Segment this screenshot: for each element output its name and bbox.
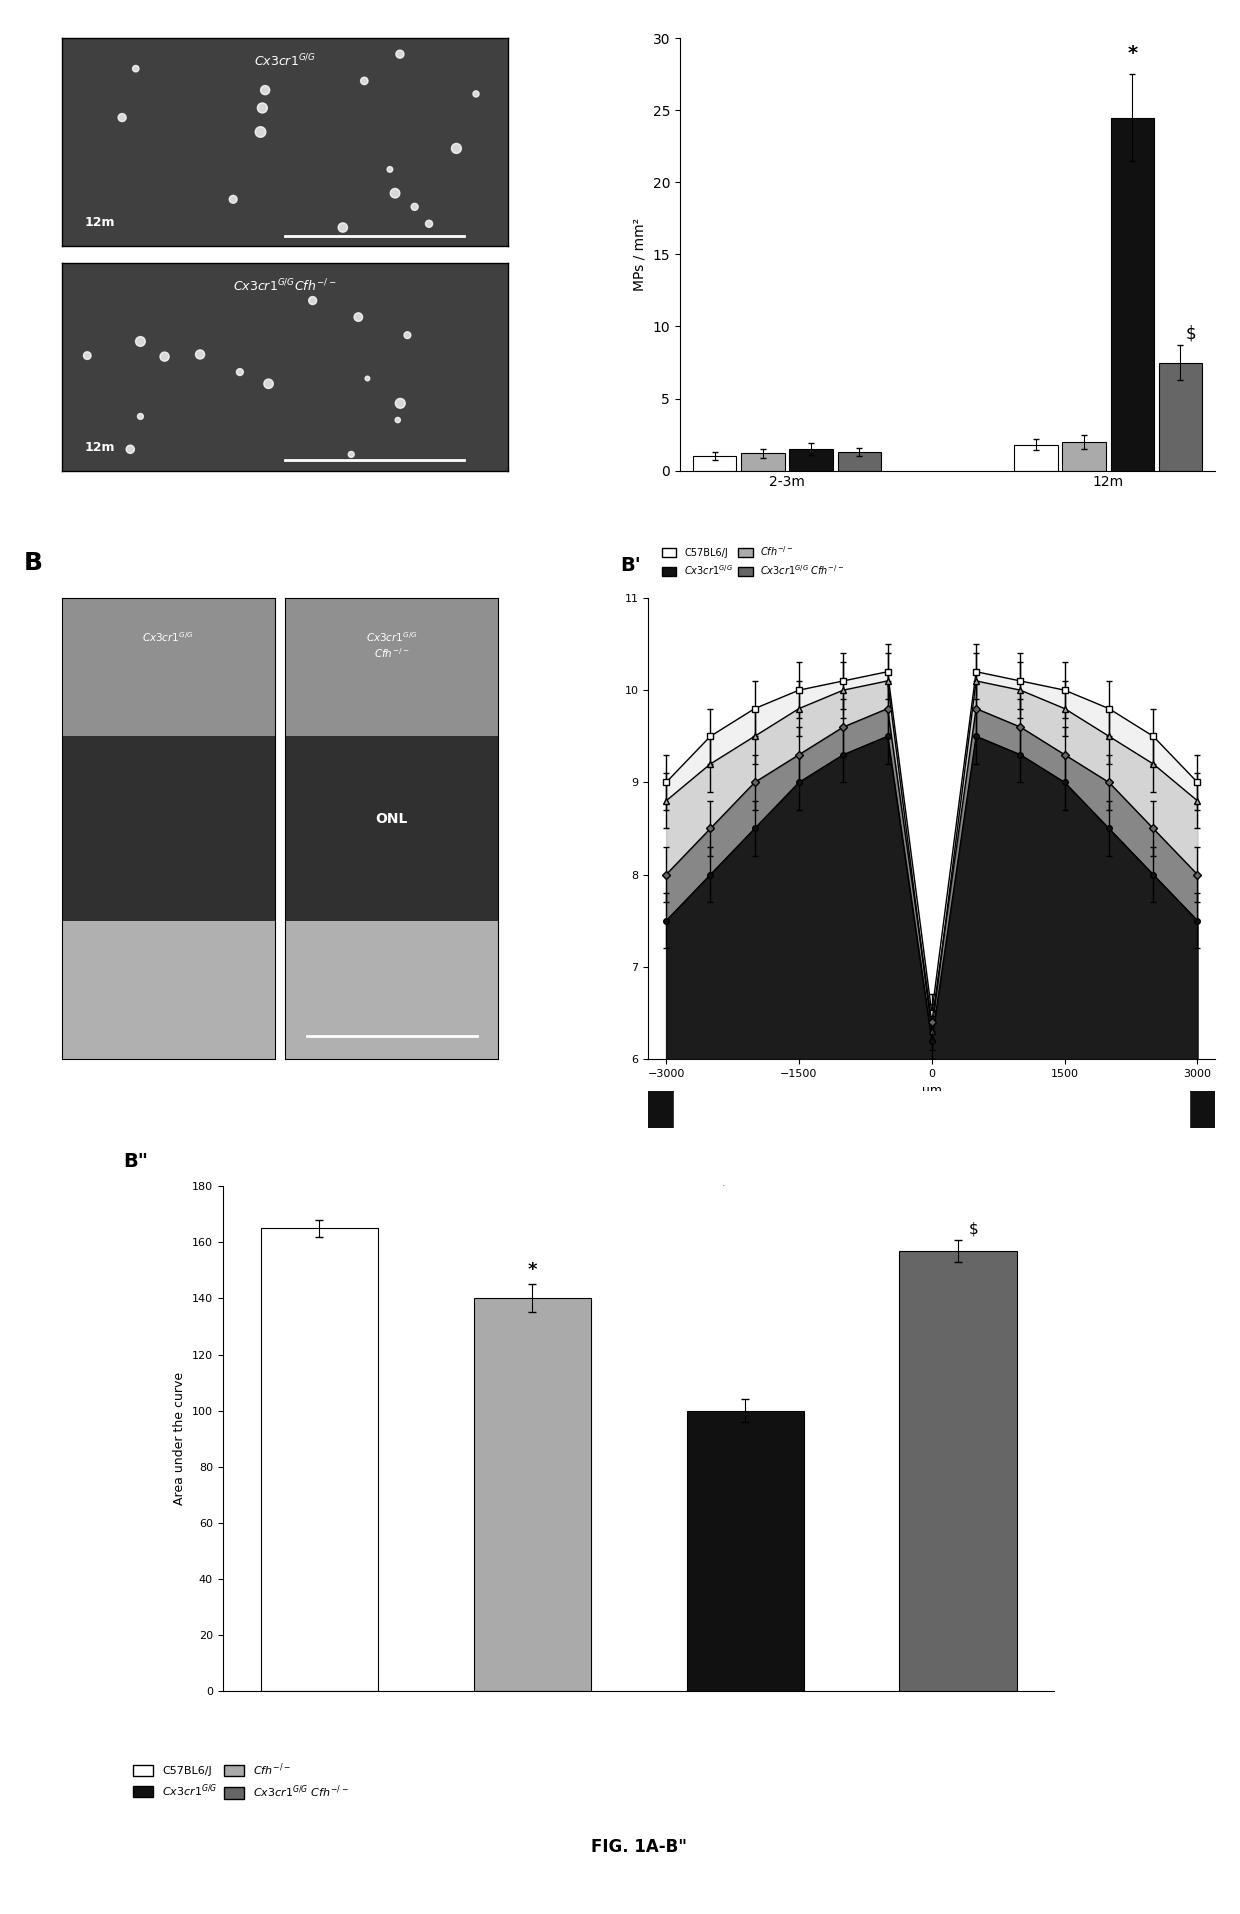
Bar	[1063, 442, 1106, 471]
Point	[391, 389, 410, 419]
Point	[357, 364, 377, 394]
Bar	[1111, 117, 1154, 471]
Point	[112, 101, 131, 132]
Text: B": B"	[123, 1152, 148, 1171]
Point	[155, 341, 175, 371]
Text: 12m: 12m	[84, 216, 115, 230]
Point	[190, 339, 210, 369]
Text: FIG. 1A-B": FIG. 1A-B"	[590, 1837, 687, 1857]
Y-axis label: Area under the curve: Area under the curve	[174, 1372, 186, 1504]
Text: $: $	[968, 1221, 978, 1236]
Bar	[687, 1411, 804, 1690]
Bar	[285, 921, 498, 1058]
Point	[355, 65, 374, 96]
Point	[130, 402, 150, 433]
Point	[386, 178, 405, 209]
Point	[332, 212, 352, 243]
Point	[379, 155, 399, 186]
Point	[398, 320, 418, 350]
Bar	[285, 737, 498, 921]
Text: *: *	[527, 1261, 537, 1279]
Point	[229, 356, 249, 387]
Point	[388, 404, 408, 434]
Text: 12m: 12m	[84, 440, 115, 454]
Bar	[837, 452, 880, 471]
Text: $: $	[1185, 323, 1197, 343]
Bar	[1014, 444, 1058, 471]
Bar	[260, 1229, 378, 1690]
Bar	[285, 597, 498, 737]
Legend: C57BL6/J, $Cx3cr1^{G/G}$, $Cfh^{-/-}$, $Cx3cr1^{G/G}$ $Cfh^{-/-}$: C57BL6/J, $Cx3cr1^{G/G}$, $Cfh^{-/-}$, $…	[129, 1757, 353, 1805]
Bar	[1158, 362, 1202, 471]
Text: B: B	[24, 551, 42, 574]
Bar	[62, 597, 275, 737]
Point	[223, 184, 243, 214]
Text: $Cx3cr1^{G/G}$
$Cfh^{-/-}$: $Cx3cr1^{G/G}$ $Cfh^{-/-}$	[366, 630, 418, 660]
Point	[391, 38, 410, 69]
X-axis label: μm: μm	[921, 1085, 942, 1097]
Text: $Cx3cr1^{G/G}$: $Cx3cr1^{G/G}$	[254, 54, 316, 69]
Text: *: *	[1127, 44, 1137, 63]
Legend: C57BL6/J, $Cx3cr1^{G/G}$, $Cfh^{-/-}$, $Cx3cr1^{G/G}$ $Cfh^{-/-}$: C57BL6/J, $Cx3cr1^{G/G}$, $Cfh^{-/-}$, $…	[658, 540, 848, 580]
Bar	[693, 456, 737, 471]
Bar	[742, 454, 785, 471]
Point	[120, 434, 140, 465]
Text: $Cx3cr1^{G/G}$: $Cx3cr1^{G/G}$	[143, 630, 195, 643]
Point	[253, 92, 273, 122]
Point	[466, 78, 486, 109]
Point	[250, 117, 270, 147]
Point	[125, 54, 145, 84]
Bar	[62, 737, 275, 921]
Point	[419, 209, 439, 239]
Bar	[474, 1298, 590, 1690]
Legend: C57BL6/J, $Cx3cr1^{G/G}$, $Cfh^{-/-}$, $Cx3cr1^{G/G}$ $Cfh^{-/-}$: C57BL6/J, $Cx3cr1^{G/G}$, $Cfh^{-/-}$, $…	[596, 1179, 787, 1219]
Point	[255, 75, 275, 105]
Bar	[790, 450, 833, 471]
Text: $Cx3cr1^{G/G}Cfh^{-/-}$: $Cx3cr1^{G/G}Cfh^{-/-}$	[233, 278, 337, 295]
Point	[130, 325, 150, 356]
Point	[446, 134, 466, 165]
Bar	[899, 1252, 1017, 1690]
Y-axis label: MPs / mm²: MPs / mm²	[632, 218, 647, 291]
Bar	[62, 921, 275, 1058]
Point	[259, 369, 279, 400]
Point	[348, 302, 368, 333]
Point	[341, 438, 361, 469]
Text: ONL: ONL	[376, 812, 408, 827]
Text: B': B'	[620, 555, 641, 574]
Point	[404, 191, 424, 222]
Point	[303, 285, 322, 316]
Point	[77, 341, 97, 371]
